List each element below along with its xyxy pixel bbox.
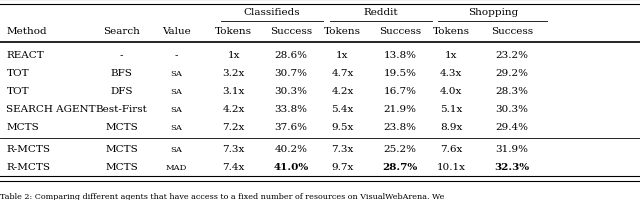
Text: 25.2%: 25.2% — [383, 145, 417, 154]
Text: Method: Method — [6, 27, 47, 36]
Text: 7.3x: 7.3x — [223, 145, 244, 154]
Text: 29.2%: 29.2% — [495, 69, 529, 78]
Text: Success: Success — [270, 27, 312, 36]
Text: SA: SA — [170, 123, 182, 131]
Text: 33.8%: 33.8% — [275, 105, 308, 113]
Text: Best-First: Best-First — [95, 105, 148, 113]
Text: Success: Success — [379, 27, 421, 36]
Text: 9.5x: 9.5x — [332, 122, 353, 131]
Text: 28.6%: 28.6% — [275, 51, 308, 60]
Text: 32.3%: 32.3% — [495, 163, 529, 172]
Text: -: - — [174, 51, 178, 60]
Text: Shopping: Shopping — [468, 8, 518, 17]
Text: 7.4x: 7.4x — [223, 163, 244, 172]
Text: 30.3%: 30.3% — [495, 105, 529, 113]
Text: MCTS: MCTS — [105, 145, 138, 154]
Text: 16.7%: 16.7% — [383, 87, 417, 96]
Text: SA: SA — [170, 87, 182, 95]
Text: Success: Success — [491, 27, 533, 36]
Text: 30.7%: 30.7% — [275, 69, 308, 78]
Text: TOT: TOT — [6, 87, 29, 96]
Text: REACT: REACT — [6, 51, 44, 60]
Text: DFS: DFS — [110, 87, 133, 96]
Text: 29.4%: 29.4% — [495, 122, 529, 131]
Text: Tokens: Tokens — [215, 27, 252, 36]
Text: Reddit: Reddit — [364, 8, 398, 17]
Text: R-MCTS: R-MCTS — [6, 145, 51, 154]
Text: 37.6%: 37.6% — [275, 122, 308, 131]
Text: Classifieds: Classifieds — [244, 8, 300, 17]
Text: 10.1x: 10.1x — [436, 163, 466, 172]
Text: 7.2x: 7.2x — [223, 122, 244, 131]
Text: 4.0x: 4.0x — [440, 87, 462, 96]
Text: 31.9%: 31.9% — [495, 145, 529, 154]
Text: 7.6x: 7.6x — [440, 145, 462, 154]
Text: Tokens: Tokens — [433, 27, 470, 36]
Text: 4.7x: 4.7x — [332, 69, 353, 78]
Text: 8.9x: 8.9x — [440, 122, 462, 131]
Text: 3.2x: 3.2x — [223, 69, 244, 78]
Text: -: - — [120, 51, 124, 60]
Text: 1x: 1x — [445, 51, 458, 60]
Text: SA: SA — [170, 105, 182, 113]
Text: Value: Value — [162, 27, 190, 36]
Text: 3.1x: 3.1x — [223, 87, 244, 96]
Text: 5.4x: 5.4x — [332, 105, 353, 113]
Text: MCTS: MCTS — [105, 163, 138, 172]
Text: SA: SA — [170, 69, 182, 77]
Text: 21.9%: 21.9% — [383, 105, 417, 113]
Text: MCTS: MCTS — [105, 122, 138, 131]
Text: SA: SA — [170, 145, 182, 153]
Text: Tokens: Tokens — [324, 27, 361, 36]
Text: 28.7%: 28.7% — [382, 163, 418, 172]
Text: 4.3x: 4.3x — [440, 69, 462, 78]
Text: 30.3%: 30.3% — [275, 87, 308, 96]
Text: 4.2x: 4.2x — [332, 87, 353, 96]
Text: 13.8%: 13.8% — [383, 51, 417, 60]
Text: Search: Search — [103, 27, 140, 36]
Text: TOT: TOT — [6, 69, 29, 78]
Text: R-MCTS: R-MCTS — [6, 163, 51, 172]
Text: 9.7x: 9.7x — [332, 163, 353, 172]
Text: 41.0%: 41.0% — [273, 163, 309, 172]
Text: MAD: MAD — [165, 163, 187, 171]
Text: 19.5%: 19.5% — [383, 69, 417, 78]
Text: 7.3x: 7.3x — [332, 145, 353, 154]
Text: Table 2: Comparing different agents that have access to a fixed number of resour: Table 2: Comparing different agents that… — [0, 192, 444, 200]
Text: 40.2%: 40.2% — [275, 145, 308, 154]
Text: 4.2x: 4.2x — [223, 105, 244, 113]
Text: 1x: 1x — [336, 51, 349, 60]
Text: 23.2%: 23.2% — [495, 51, 529, 60]
Text: 1x: 1x — [227, 51, 240, 60]
Text: 23.8%: 23.8% — [383, 122, 417, 131]
Text: MCTS: MCTS — [6, 122, 39, 131]
Text: 28.3%: 28.3% — [495, 87, 529, 96]
Text: BFS: BFS — [111, 69, 132, 78]
Text: 5.1x: 5.1x — [440, 105, 462, 113]
Text: SEARCH AGENT: SEARCH AGENT — [6, 105, 96, 113]
